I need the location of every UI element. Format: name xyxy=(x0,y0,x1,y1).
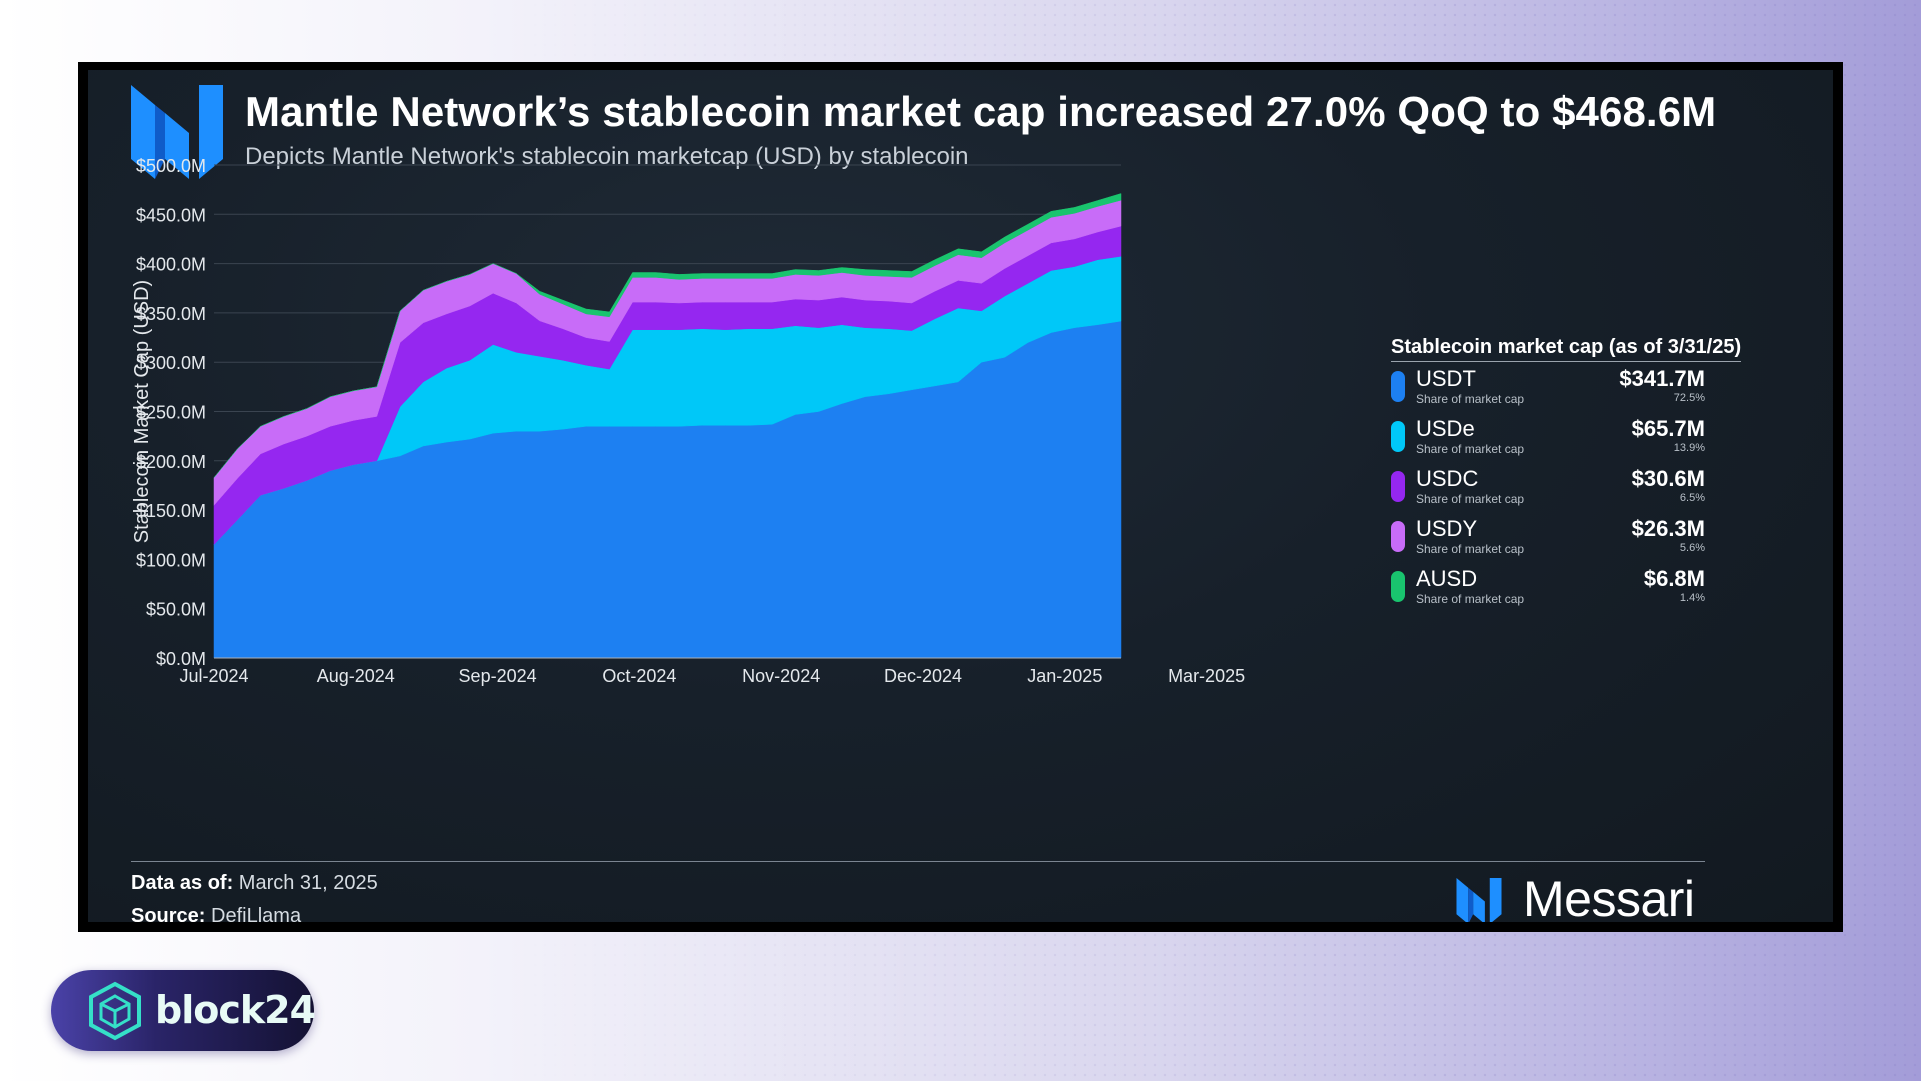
legend-title: Stablecoin market cap (as of 3/31/25) xyxy=(1391,336,1742,362)
legend-swatch xyxy=(1391,571,1405,602)
messari-logo-icon xyxy=(131,85,223,179)
legend-value: $341.7M xyxy=(1619,366,1705,391)
legend-name: USDY xyxy=(1416,516,1478,541)
chart-panel: Mantle Network’s stablecoin market cap i… xyxy=(88,70,1833,922)
x-tick-label: Nov-2024 xyxy=(742,666,820,686)
legend-percent: 5.6% xyxy=(1679,542,1705,554)
x-tick-label: Dec-2024 xyxy=(884,666,962,686)
source: Source: DefiLlama xyxy=(131,905,301,922)
x-tick-label: Aug-2024 xyxy=(317,666,395,686)
legend-value: $65.7M xyxy=(1631,416,1705,441)
legend-sublabel: Share of market cap xyxy=(1416,592,1525,606)
x-tick-label: Sep-2024 xyxy=(459,666,537,686)
legend-value: $26.3M xyxy=(1631,516,1705,541)
legend-percent: 6.5% xyxy=(1679,492,1705,504)
legend-swatch xyxy=(1391,371,1405,402)
x-tick-label: Mar-2025 xyxy=(1168,666,1245,686)
legend-swatch xyxy=(1391,471,1405,502)
x-tick-label: Jul-2024 xyxy=(179,666,248,686)
data-as-of: Data as of: March 31, 2025 xyxy=(131,872,378,895)
legend-item-ausd: AUSD Share of market cap $6.8M 1.4% xyxy=(1391,566,1705,608)
y-tick-label: $400.0M xyxy=(136,255,206,275)
legend-swatch xyxy=(1391,521,1405,552)
y-tick-label: $500.0M xyxy=(136,156,206,176)
data-as-of-value: March 31, 2025 xyxy=(233,872,378,894)
data-as-of-label: Data as of: xyxy=(131,872,234,894)
legend-swatch xyxy=(1391,421,1405,452)
badge-label: block24 xyxy=(155,988,316,1032)
y-tick-label: $200.0M xyxy=(136,452,206,472)
legend-item-usde: USDe Share of market cap $65.7M 13.9% xyxy=(1391,416,1705,458)
area-series-ausd xyxy=(213,193,1122,478)
messari-wordmark: Messari xyxy=(1523,871,1695,922)
legend-name: AUSD xyxy=(1416,566,1478,591)
messari-brand-icon xyxy=(1456,878,1502,922)
y-tick-label: $250.0M xyxy=(136,403,206,423)
legend-item-usdt: USDT Share of market cap $341.7M 72.5% xyxy=(1391,366,1705,408)
x-tick-label: Oct-2024 xyxy=(602,666,676,686)
y-axis-label: Stablecoin Market Cap (USD) xyxy=(131,280,153,543)
stacked-area-chart: $0.0M $50.0M $100.0M $150.0M $200.0M $250.0M $… xyxy=(131,156,1245,686)
legend-sublabel: Share of market cap xyxy=(1416,492,1525,506)
legend-name: USDT xyxy=(1416,366,1476,391)
legend-percent: 1.4% xyxy=(1679,592,1705,604)
legend-value: $6.8M xyxy=(1643,566,1705,591)
legend-sublabel: Share of market cap xyxy=(1416,442,1525,456)
legend-value: $30.6M xyxy=(1631,466,1705,491)
block24-badge[interactable]: block24 xyxy=(51,970,316,1051)
legend: Stablecoin market cap (as of 3/31/25) US… xyxy=(1391,336,1821,606)
legend-item-usdy: USDY Share of market cap $26.3M 5.6% xyxy=(1391,516,1705,558)
y-tick-label: $50.0M xyxy=(146,600,206,620)
legend-name: USDC xyxy=(1416,466,1479,491)
legend-percent: 72.5% xyxy=(1673,392,1705,404)
x-tick-label: Jan-2025 xyxy=(1027,666,1102,686)
legend-sublabel: Share of market cap xyxy=(1416,392,1525,406)
y-tick-label: $450.0M xyxy=(136,205,206,225)
legend-name: USDe xyxy=(1416,416,1475,441)
footer-divider xyxy=(131,861,1705,862)
source-value: DefiLlama xyxy=(205,905,302,922)
y-tick-label: $0.0M xyxy=(156,649,206,669)
y-tick-label: $350.0M xyxy=(136,304,206,324)
y-tick-label: $300.0M xyxy=(136,353,206,373)
legend-item-usdc: USDC Share of market cap $30.6M 6.5% xyxy=(1391,466,1705,508)
cube-icon xyxy=(89,981,141,1041)
source-label: Source: xyxy=(131,905,206,922)
y-tick-label: $150.0M xyxy=(136,501,206,521)
legend-sublabel: Share of market cap xyxy=(1416,542,1525,556)
legend-percent: 13.9% xyxy=(1673,442,1705,454)
y-tick-label: $100.0M xyxy=(136,550,206,570)
chart-title: Mantle Network’s stablecoin market cap i… xyxy=(245,88,1717,135)
